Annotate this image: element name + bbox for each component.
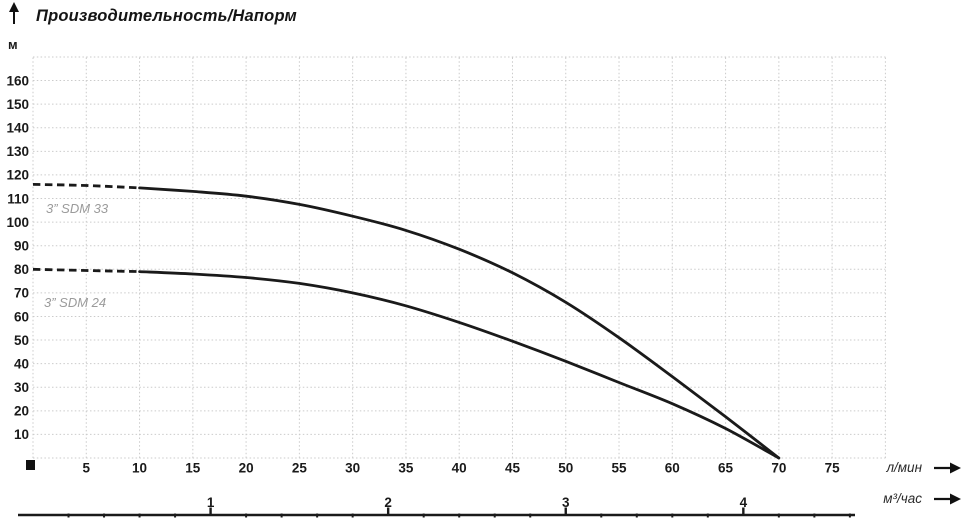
svg-text:30: 30 [345,461,360,476]
svg-text:60: 60 [665,461,680,476]
curve-label-3-sdm-33: 3” SDM 33 [46,201,109,216]
svg-text:10: 10 [132,461,147,476]
svg-text:75: 75 [825,461,841,476]
chart-title: Производительность/Напорм [36,7,297,25]
curve-3-sdm-33 [32,183,781,460]
svg-text:1: 1 [207,495,215,510]
svg-text:20: 20 [14,404,29,419]
svg-text:45: 45 [505,461,521,476]
svg-text:90: 90 [14,238,29,253]
origin-marker [26,460,35,470]
svg-text:20: 20 [239,461,254,476]
svg-text:40: 40 [14,356,29,371]
secondary-axis-arrow-icon [934,493,961,505]
gridlines [32,56,886,459]
svg-text:25: 25 [292,461,308,476]
svg-text:35: 35 [398,461,414,476]
x-axis-tick-labels: 5 10 15 20 25 30 35 40 45 50 55 60 65 70 75 [83,461,841,476]
svg-text:130: 130 [6,144,29,159]
x-axis-unit-label: л/мин [885,460,922,475]
y-axis-up-arrow-icon [9,2,19,24]
svg-text:5: 5 [83,461,91,476]
svg-text:100: 100 [6,215,29,230]
secondary-axis-unit-label: м³/час [883,491,922,506]
svg-text:4: 4 [740,495,748,510]
svg-text:40: 40 [452,461,467,476]
svg-text:50: 50 [14,333,29,348]
svg-text:3: 3 [562,495,570,510]
svg-text:160: 160 [6,73,29,88]
y-axis-tick-labels: 10 20 30 40 50 60 70 80 90 100 110 120 130 140 150 160 [6,73,29,442]
svg-text:70: 70 [771,461,786,476]
svg-text:80: 80 [14,262,29,277]
svg-text:70: 70 [14,286,29,301]
curve-label-3-sdm-24: 3” SDM 24 [44,295,106,310]
svg-text:110: 110 [7,191,29,206]
svg-text:15: 15 [185,461,201,476]
y-axis-unit-label: м [8,37,18,52]
svg-text:150: 150 [6,97,29,112]
svg-text:2: 2 [384,495,392,510]
svg-text:60: 60 [14,309,29,324]
secondary-axis: 1 2 3 4 [18,495,855,518]
svg-text:10: 10 [14,427,29,442]
svg-text:50: 50 [558,461,573,476]
svg-text:120: 120 [6,168,29,183]
svg-text:55: 55 [612,461,628,476]
x-axis-arrow-icon [934,462,961,474]
svg-text:65: 65 [718,461,734,476]
svg-text:140: 140 [6,121,29,136]
curve-3-sdm-24 [32,267,781,460]
svg-text:30: 30 [14,380,29,395]
